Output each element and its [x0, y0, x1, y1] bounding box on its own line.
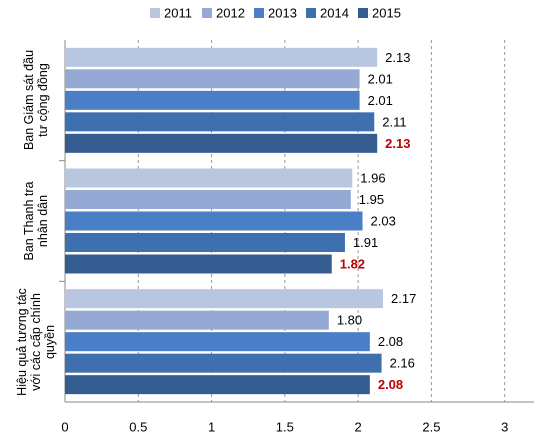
data-label: 2.16: [390, 356, 415, 371]
data-label: 2.08: [378, 334, 403, 349]
bar: [65, 211, 363, 231]
data-label: 2.17: [391, 291, 416, 306]
data-label: 2.01: [368, 93, 393, 108]
bar: [65, 233, 345, 252]
data-label: 1.82: [340, 256, 365, 271]
x-tick-label: 1.5: [276, 419, 294, 434]
x-tick-label: 0: [61, 419, 68, 434]
bar: [65, 90, 360, 110]
data-label: 2.13: [385, 50, 410, 65]
bar: [65, 168, 353, 188]
legend-label: 2012: [216, 5, 245, 20]
y-category-label: Ban Thanh tra nhân dân: [22, 181, 50, 261]
x-tick-label: 0.5: [129, 419, 147, 434]
x-tick-label: 1: [208, 419, 215, 434]
bar: [65, 190, 351, 209]
bar: [65, 47, 378, 67]
data-label: 1.91: [353, 235, 378, 250]
bar: [65, 310, 329, 330]
data-label: 1.95: [359, 192, 384, 207]
x-tick-label: 3: [501, 419, 508, 434]
data-label: 1.80: [337, 313, 362, 328]
data-label: 1.96: [360, 170, 385, 185]
legend-label: 2013: [268, 5, 297, 20]
data-label: 2.03: [371, 213, 396, 228]
data-label: 2.13: [385, 136, 410, 151]
bar: [65, 133, 378, 153]
y-category-label: Ban Giám sát đầu tư cộng đồng: [22, 50, 50, 151]
legend-label: 2011: [164, 5, 192, 20]
bar: [65, 289, 384, 309]
x-tick-label: 2.5: [422, 419, 440, 434]
x-tick-label: 2: [355, 419, 362, 434]
bar: [65, 375, 370, 395]
legend-label: 2014: [320, 5, 349, 20]
bar: [65, 254, 332, 274]
legend-swatch: [306, 8, 316, 18]
data-label: 2.08: [378, 377, 403, 392]
bar: [65, 69, 360, 89]
legend-swatch: [202, 8, 212, 18]
data-label: 2.01: [368, 71, 393, 86]
y-category-label: Hiệu quả tương tác với các cấp chính quy…: [15, 287, 57, 396]
legend-swatch: [358, 8, 368, 18]
legend-label: 2015: [372, 5, 401, 20]
data-label: 2.11: [382, 114, 406, 129]
legend-swatch: [254, 8, 264, 18]
legend-swatch: [150, 8, 160, 18]
bar: [65, 112, 375, 132]
bar: [65, 332, 370, 352]
bar: [65, 353, 382, 373]
